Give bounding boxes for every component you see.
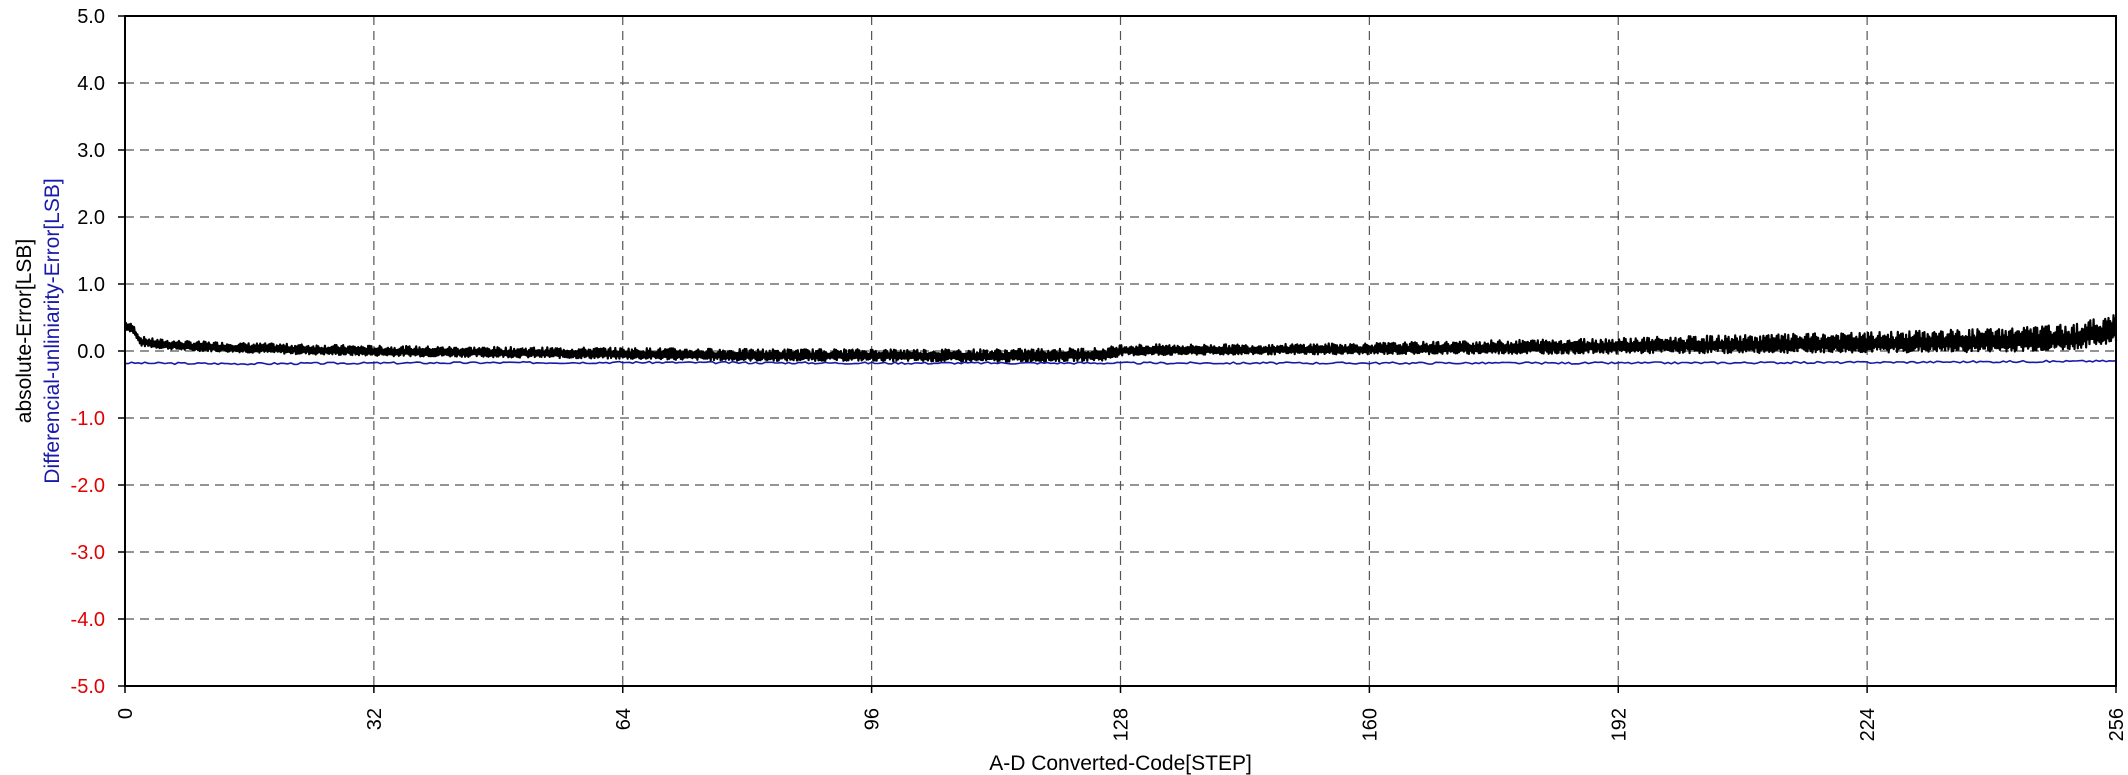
y-axis-title-differential: Differencial-unliniarity-Error[LSB] (41, 178, 64, 483)
x-tick-label: 256 (2106, 708, 2128, 741)
series-layer (123, 314, 2118, 366)
y-tick-label: -1.0 (71, 408, 105, 430)
x-tick-label: 64 (613, 708, 635, 730)
y-axis-title-absolute: absolute-Error[LSB] (13, 239, 36, 423)
y-tick-label: -3.0 (71, 542, 105, 564)
x-tick-label: 160 (1359, 708, 1381, 741)
y-tick-label: -2.0 (71, 475, 105, 497)
y-tick-label: -4.0 (71, 609, 105, 631)
y-tick-label: 2.0 (77, 207, 105, 229)
y-tick-label: 0.0 (77, 341, 105, 363)
x-tick-label: 96 (862, 708, 884, 730)
y-tick-label: 3.0 (77, 140, 105, 162)
x-tick-labels: 0 32 64 96 128 160 192 224 256 (115, 686, 2128, 741)
y-tick-label: -5.0 (71, 676, 105, 698)
y-tick-label: 1.0 (77, 274, 105, 296)
series-absolute-error (123, 314, 2118, 363)
x-tick-label: 224 (1857, 708, 1879, 741)
x-tick-label: 128 (1111, 708, 1133, 741)
x-tick-label: 192 (1608, 708, 1630, 741)
x-axis-title: A-D Converted-Code[STEP] (989, 752, 1252, 775)
x-tick-label: 0 (115, 708, 137, 719)
series-differential-error (124, 359, 2117, 366)
y-tick-labels: 5.0 4.0 3.0 2.0 1.0 0.0 -1.0 -2.0 -3.0 -4.0 -5.0 (71, 6, 125, 698)
y-tick-label: 4.0 (77, 73, 105, 95)
x-tick-label: 32 (364, 708, 386, 730)
y-tick-label: 5.0 (77, 6, 105, 28)
